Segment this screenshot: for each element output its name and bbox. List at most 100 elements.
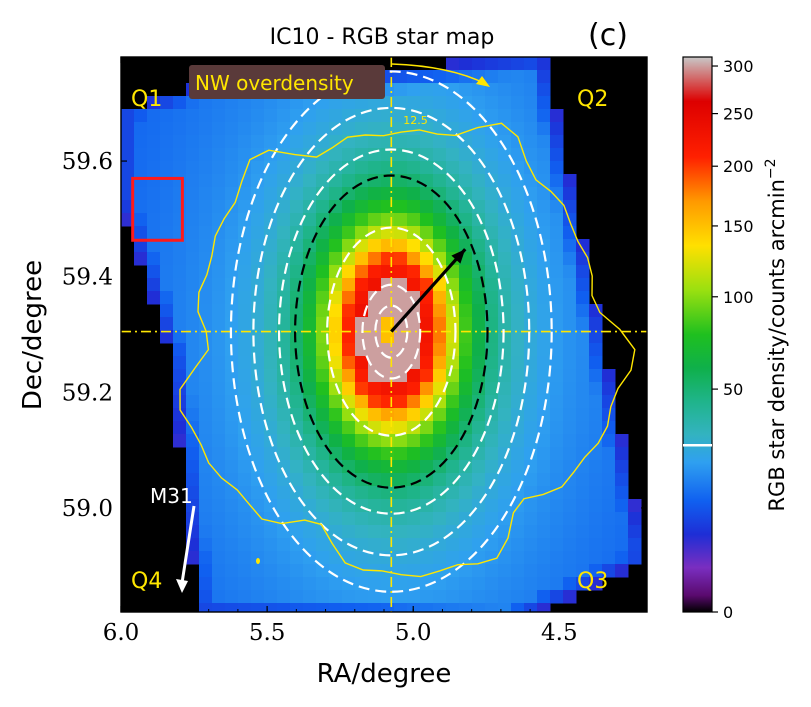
heatmap-cell (511, 174, 525, 188)
heatmap-cell (199, 603, 213, 612)
heatmap-cell (485, 395, 499, 409)
heatmap-cell (537, 278, 551, 292)
heatmap-cell (394, 447, 408, 461)
heatmap-cell (485, 408, 499, 422)
heatmap-cell (563, 343, 577, 357)
heatmap-cell (173, 109, 187, 123)
heatmap-cell (238, 252, 252, 266)
heatmap-cell (498, 304, 512, 318)
heatmap-cell (251, 525, 265, 539)
heatmap-cell (472, 122, 486, 136)
heatmap-cell (329, 551, 343, 565)
heatmap-cell (472, 538, 486, 552)
heatmap-cell (238, 122, 252, 136)
heatmap-cell (173, 330, 187, 344)
colorbar-tick-label: 0 (723, 603, 733, 622)
heatmap-cell (433, 317, 447, 331)
heatmap-cell (498, 434, 512, 448)
heatmap-cell (368, 473, 382, 487)
heatmap-cell (199, 447, 213, 461)
heatmap-cell (550, 226, 564, 240)
heatmap-cell (407, 577, 421, 591)
ellipse-white-dashed (326, 226, 457, 437)
heatmap-cell (329, 603, 343, 612)
heatmap-cell (433, 343, 447, 357)
heatmap-cell (225, 278, 239, 292)
heatmap-cell (511, 265, 525, 279)
heatmap-cell (615, 447, 629, 461)
heatmap-cell (602, 447, 616, 461)
heatmap-cell (225, 239, 239, 253)
heatmap-cell (576, 382, 590, 396)
heatmap-cell (173, 265, 187, 279)
heatmap-cell (537, 57, 551, 71)
heatmap-cell (381, 135, 395, 149)
heatmap-cell (589, 330, 603, 344)
heatmap-cell (550, 499, 564, 513)
heatmap-cell (264, 291, 278, 305)
heatmap-cell (459, 291, 473, 305)
heatmap-cell (264, 278, 278, 292)
heatmap-cell (459, 343, 473, 357)
heatmap-cell (251, 135, 265, 149)
heatmap-cell (251, 460, 265, 474)
heatmap-cell (407, 252, 421, 266)
heatmap-cell (563, 525, 577, 539)
heatmap-cell (381, 291, 395, 305)
heatmap-cell (316, 538, 330, 552)
heatmap-cell (251, 590, 265, 604)
heatmap-cell (277, 252, 291, 266)
heatmap-cell (589, 486, 603, 500)
heatmap-cell (589, 564, 603, 578)
heatmap-cell (290, 525, 304, 539)
heatmap-cell (446, 499, 460, 513)
heatmap-cell (524, 122, 538, 136)
heatmap-cell (173, 200, 187, 214)
heatmap-cell (160, 317, 174, 331)
heatmap-cell (329, 96, 343, 110)
heatmap-cell (433, 421, 447, 435)
x-tick-label: 6.0 (103, 620, 140, 646)
heatmap-cell (420, 83, 434, 97)
heatmap-cell (342, 278, 356, 292)
heatmap-cell (186, 330, 200, 344)
heatmap-cell (381, 161, 395, 175)
heatmap-cell (394, 434, 408, 448)
heatmap-cell (251, 291, 265, 305)
heatmap-cell (342, 551, 356, 565)
heatmap-cell (394, 590, 408, 604)
heatmap-cell (199, 252, 213, 266)
heatmap-cell (329, 577, 343, 591)
heatmap-cell (225, 96, 239, 110)
heatmap-cell (563, 382, 577, 396)
heatmap-cell (524, 434, 538, 448)
heatmap-cell (420, 408, 434, 422)
heatmap-cell (563, 486, 577, 500)
heatmap-cell (303, 213, 317, 227)
heatmap-cell (394, 291, 408, 305)
heatmap-cell (472, 343, 486, 357)
heatmap-cell (303, 525, 317, 539)
heatmap-cell (212, 395, 226, 409)
heatmap-cell (511, 148, 525, 162)
heatmap-cell (459, 148, 473, 162)
heatmap-cell (576, 551, 590, 565)
heatmap-cell (498, 395, 512, 409)
heatmap-cell (498, 265, 512, 279)
heatmap-cell (446, 187, 460, 201)
heatmap-cell (472, 161, 486, 175)
heatmap-cell (524, 226, 538, 240)
heatmap-cell (225, 382, 239, 396)
heatmap-cell (238, 278, 252, 292)
heatmap-cell (303, 226, 317, 240)
heatmap-cell (576, 577, 590, 591)
heatmap-cell (316, 590, 330, 604)
heatmap-cell (212, 148, 226, 162)
heatmap-cell (446, 356, 460, 370)
heatmap-cell (212, 525, 226, 539)
heatmap-cell (576, 499, 590, 513)
heatmap-cell (238, 434, 252, 448)
heatmap-cell (290, 317, 304, 331)
heatmap-cell (472, 473, 486, 487)
heatmap-cell (277, 369, 291, 383)
